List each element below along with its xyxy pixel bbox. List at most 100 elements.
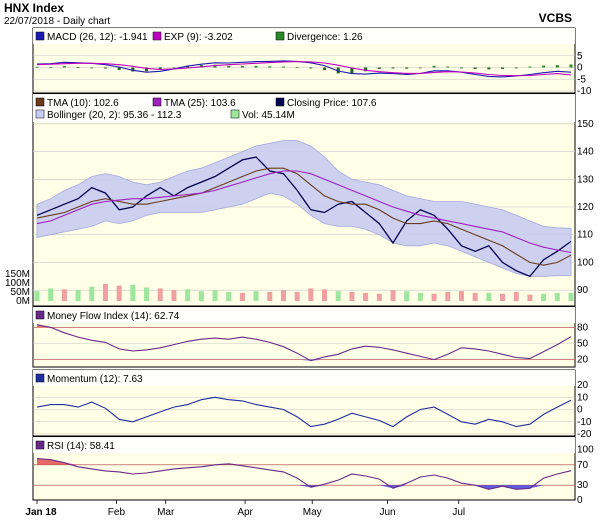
rsi-ytick-label: 100 (577, 444, 594, 455)
divergence-bar (364, 67, 368, 72)
mfi-panel: 80 50 20 Money Flow Index (14): 62.74 (32, 306, 589, 368)
mfi-legend-bg (33, 307, 575, 323)
volume-bar (308, 288, 314, 301)
volume-bar (472, 292, 478, 301)
price-ytick-label: 120 (577, 202, 594, 213)
legend-swatch (35, 373, 45, 383)
momentum-ytick-label: 0 (577, 405, 583, 416)
legend-swatch (35, 31, 45, 41)
volume-bar (253, 291, 259, 301)
volume-bar (417, 292, 423, 301)
tma-10-line (36, 167, 572, 266)
volume-bar (61, 289, 67, 301)
momentum-legend-label: Momentum (12): 7.63 (47, 374, 143, 385)
price-legend-label: TMA (25): 103.6 (164, 98, 236, 109)
tma-25-line (36, 170, 572, 254)
exp-line (36, 61, 572, 77)
volume-bar (185, 289, 191, 301)
price-legend-label: Vol: 45.14M (242, 110, 295, 121)
divergence-bar (295, 67, 299, 69)
volume-bar (541, 293, 547, 301)
momentum-ytick-label: 10 (577, 392, 589, 403)
brand-label: VCBS (539, 11, 572, 25)
legend-swatch (230, 109, 240, 119)
legend-swatch (35, 310, 45, 320)
volume-bar (212, 290, 218, 301)
volume-tick-label: 50M (11, 287, 30, 298)
volume-bar (34, 291, 40, 301)
divergence-bar (158, 67, 162, 70)
divergence-bar (117, 67, 121, 70)
momentum-ytick-label: 20 (577, 380, 589, 391)
price-legend-label: Closing Price: 107.6 (287, 98, 377, 109)
mfi-ytick-label: 20 (577, 355, 589, 366)
rsi-legend-label: RSI (14): 58.41 (47, 441, 115, 452)
macd-legend-bg (33, 28, 575, 44)
divergence-bar (76, 67, 80, 68)
divergence-bar (268, 66, 272, 68)
volume-tick-label: 0M (16, 296, 30, 307)
volume-bar (280, 290, 286, 301)
volume-bar (267, 292, 273, 301)
divergence-bar (350, 67, 354, 74)
price-ytick-label: 130 (577, 174, 594, 185)
momentum-legend-bg (33, 370, 575, 386)
price-ytick-label: 100 (577, 257, 594, 268)
price-legend-label: Bollinger (20, 2): 95.36 - 112.3 (47, 110, 182, 121)
momentum-ytick-label: -20 (577, 429, 592, 440)
price-ytick-label: 150 (577, 119, 594, 130)
divergence-bar (405, 67, 409, 69)
macd-ytick-label: -10 (577, 86, 592, 97)
divergence-bar (49, 67, 53, 68)
legend-swatch (275, 31, 285, 41)
legend-swatch (35, 109, 45, 119)
divergence-bar (254, 65, 258, 68)
divergence-bar (131, 67, 135, 72)
divergence-bar (555, 65, 559, 68)
rsi-panel: 100 70 30 0 RSI (14): 58.41 (32, 436, 594, 506)
divergence-bar (172, 67, 176, 69)
volume-tick-label: 150M (5, 269, 30, 280)
divergence-bar (377, 67, 381, 69)
divergence-bar (569, 64, 573, 68)
divergence-bar (199, 64, 203, 68)
mfi-ytick-label: 50 (577, 339, 589, 350)
x-tick-label: Mar (157, 507, 175, 518)
volume-bar (445, 292, 451, 301)
volume-bar (226, 292, 232, 301)
divergence-bar (145, 67, 149, 72)
volume-bar (322, 289, 328, 301)
x-tick-label: Jun (379, 507, 395, 518)
volume-bar (335, 291, 341, 301)
rsi-line (36, 458, 572, 490)
divergence-bar (473, 67, 477, 69)
divergence-bar (418, 67, 422, 69)
legend-swatch (35, 440, 45, 450)
rsi-ytick-label: 70 (577, 460, 589, 471)
volume-bar (458, 291, 464, 301)
volume-bar (349, 292, 355, 301)
volume-bar (130, 284, 136, 301)
mfi-oversold-area (37, 359, 571, 361)
macd-panel: 50-5-10 MACD (26, 12): -1.941 EXP (9): -3.… (32, 27, 592, 97)
volume-bar (376, 293, 382, 301)
volume-bar (404, 291, 410, 301)
divergence-bar (240, 65, 244, 68)
divergence-bar (62, 66, 66, 68)
volume-bar (198, 291, 204, 301)
price-ytick-label: 110 (577, 230, 593, 241)
volume-bar (89, 286, 95, 301)
macd-legend-label: EXP (9): -3.202 (164, 32, 233, 43)
macd-legend-label: Divergence: 1.26 (287, 32, 363, 43)
volume-bar (171, 290, 177, 301)
x-tick-label: Jan 18 (25, 507, 57, 518)
divergence-bar (227, 65, 231, 68)
divergence-bar (487, 67, 491, 70)
x-tick-label: Apr (237, 507, 253, 518)
divergence-bar (432, 65, 436, 68)
legend-swatch (152, 97, 162, 107)
divergence-bar (528, 66, 532, 68)
volume-bar (48, 288, 54, 301)
divergence-bar (309, 67, 313, 69)
